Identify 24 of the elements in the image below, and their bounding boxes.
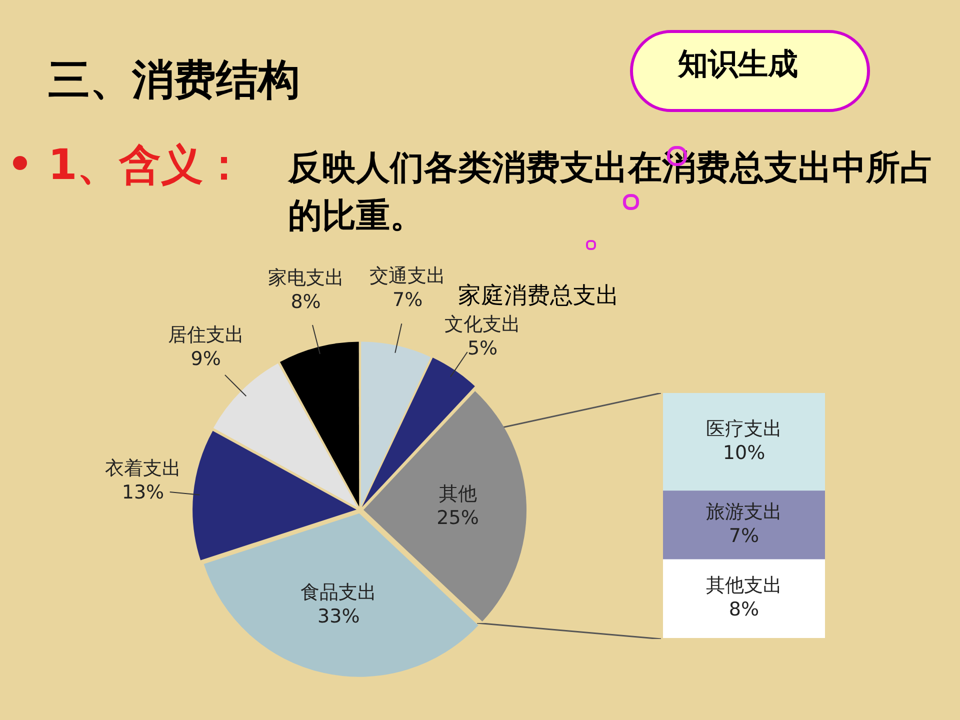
slice-label: 居住支出 — [168, 324, 244, 346]
text: 三、消费结构 — [48, 54, 300, 106]
text: 知识生成 — [678, 46, 798, 84]
data-label: 8% — [290, 290, 321, 313]
series-label: 旅游支出 — [706, 501, 782, 524]
text: 1、含义： — [48, 139, 246, 191]
data-label: 13% — [122, 481, 164, 504]
text: 家庭消费总支出 — [458, 282, 619, 311]
data-label: 10% — [722, 442, 766, 464]
slice-label: 家电支出 — [268, 266, 344, 289]
data-label: 25% — [436, 506, 479, 529]
data-label: 8% — [728, 598, 760, 621]
series-label: 医疗支出 — [706, 418, 782, 440]
series-label: 其他支出 — [706, 574, 782, 597]
data-label: 33% — [318, 605, 360, 628]
data-label: 7% — [728, 525, 760, 548]
data-label: 9% — [190, 348, 221, 370]
slice-label: 食品支出 — [300, 581, 377, 604]
slice-label: 其他 — [438, 482, 477, 505]
slice-label: 衣着支出 — [104, 457, 181, 480]
slice-label: 交通支出 — [370, 265, 446, 288]
data-label: 5% — [467, 338, 498, 360]
data-label: 7% — [392, 289, 423, 312]
slice-label: 文化支出 — [444, 314, 521, 336]
